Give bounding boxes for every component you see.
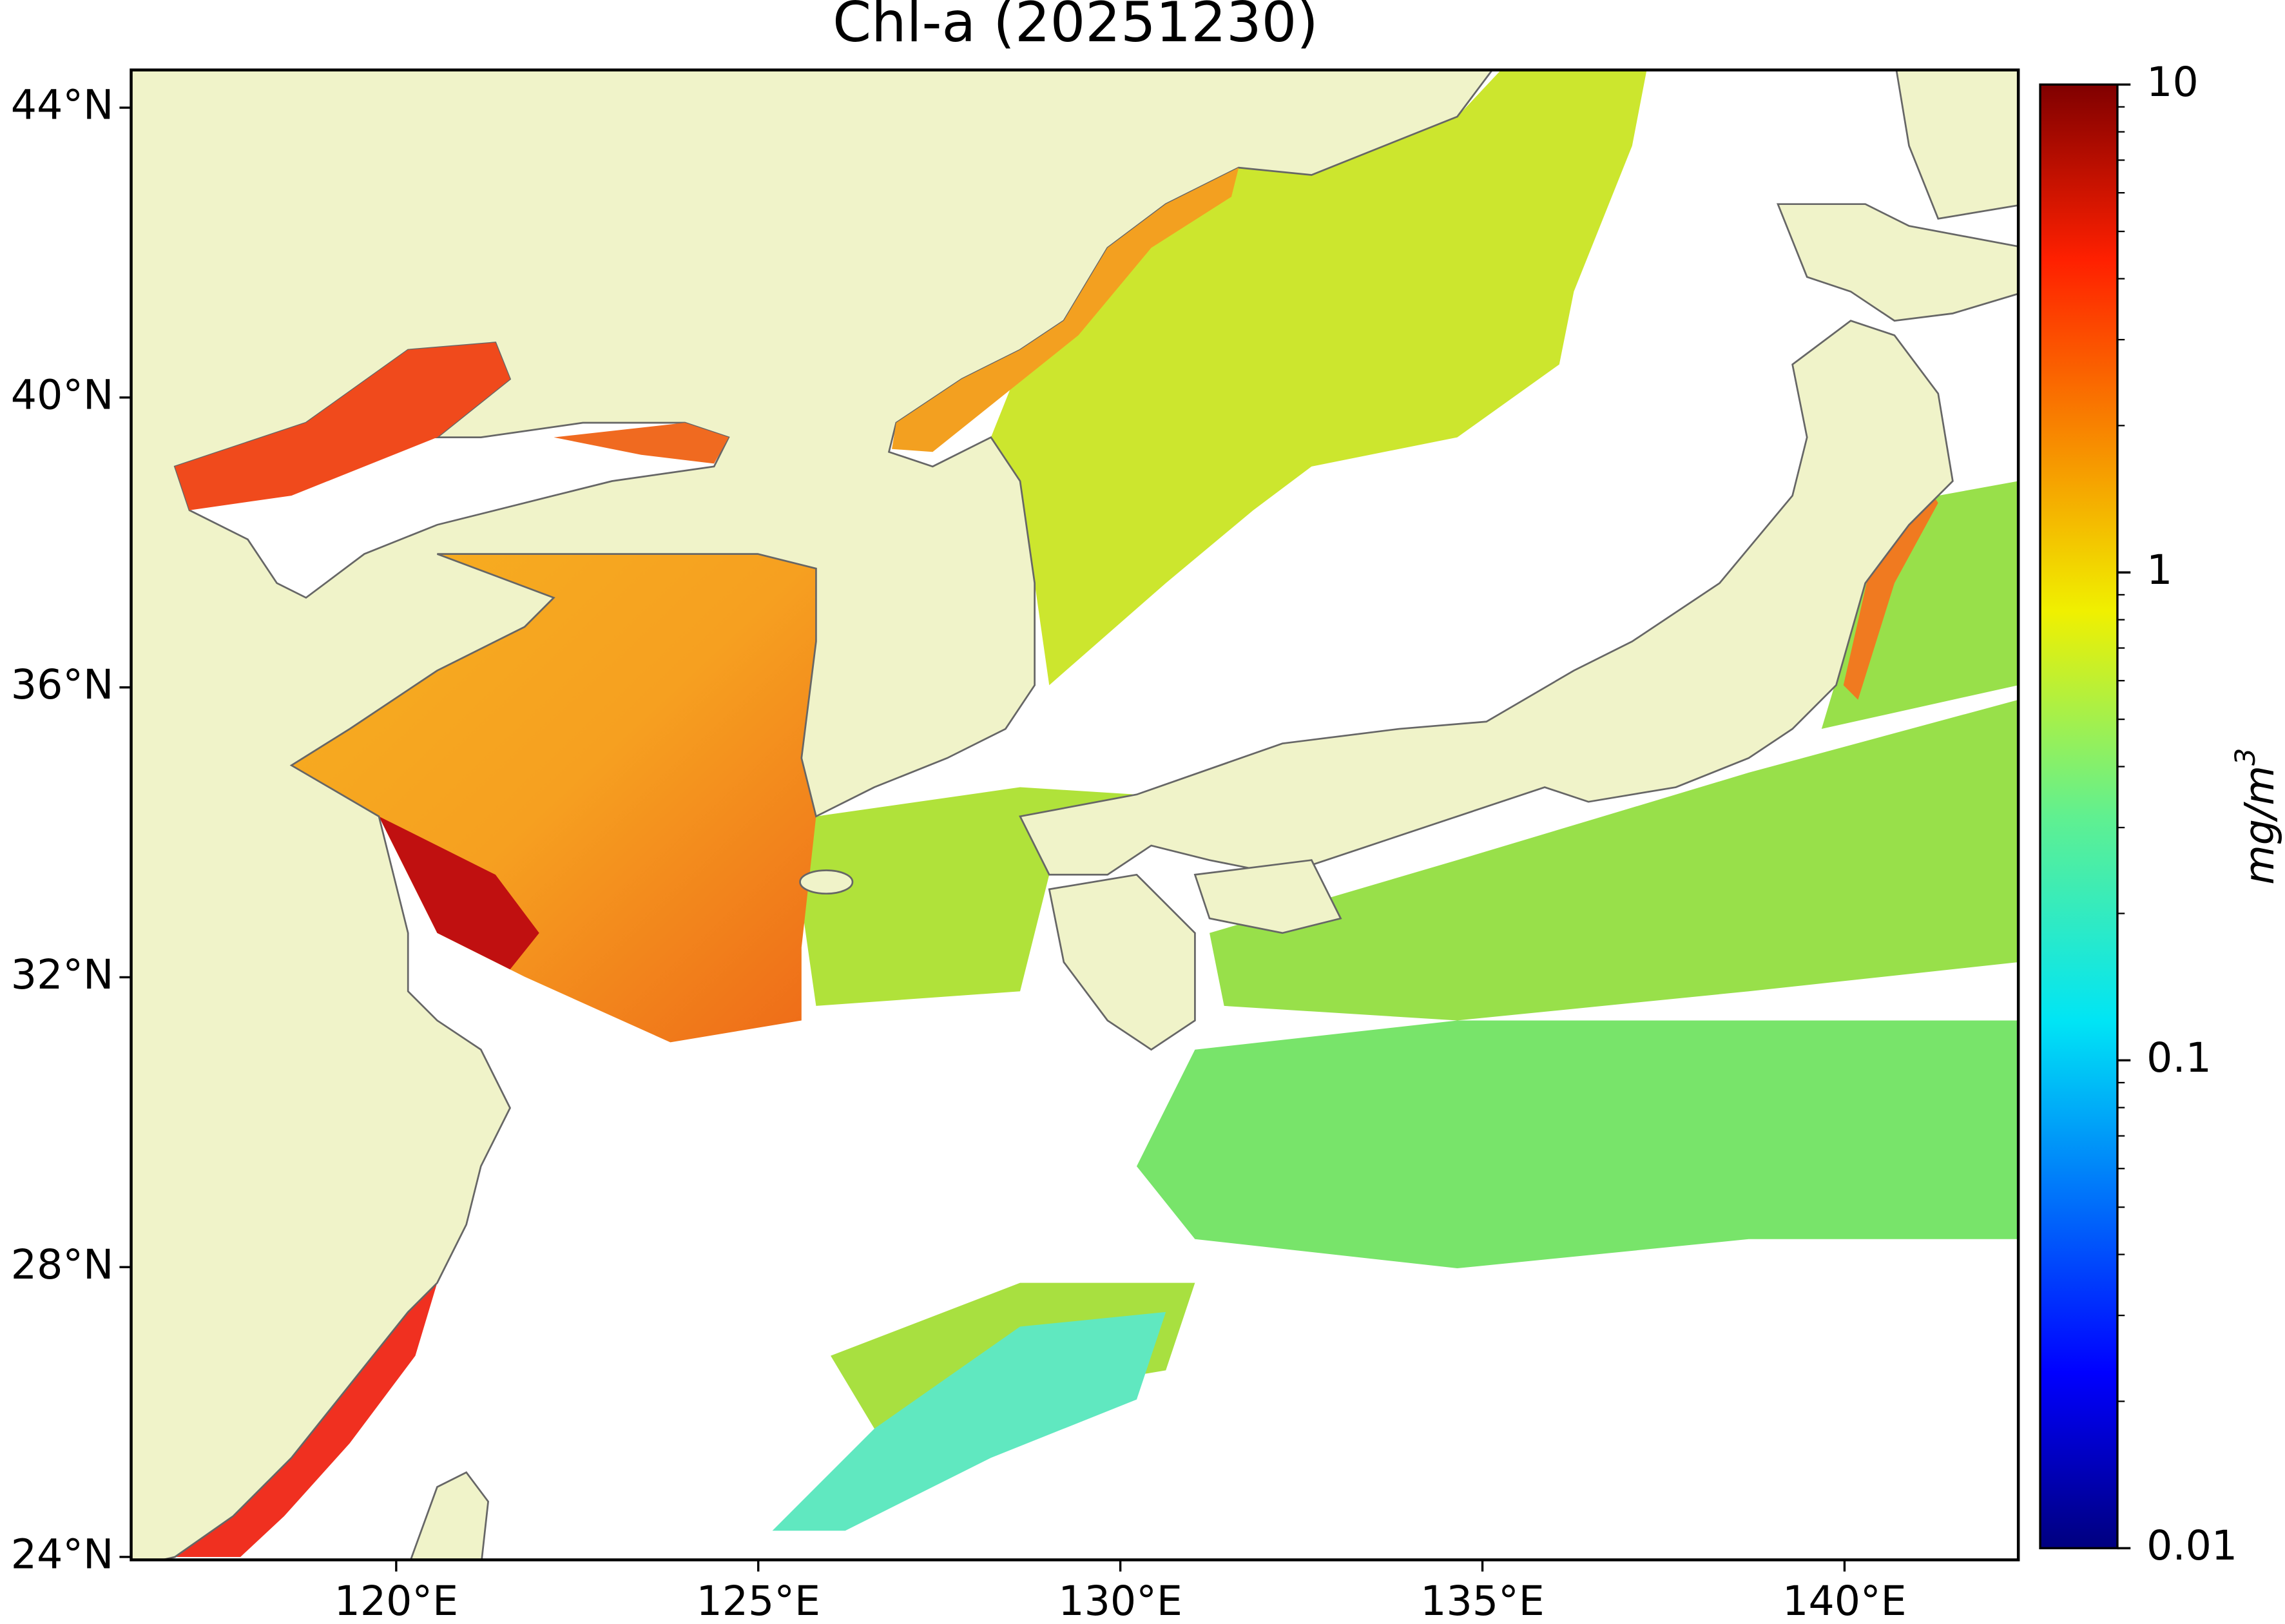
x-tick-label: 135°E xyxy=(1420,1577,1545,1624)
land xyxy=(1048,873,1196,1051)
land xyxy=(1895,70,2019,220)
land xyxy=(409,1471,490,1560)
chl-patch xyxy=(892,168,1239,452)
chl-patch xyxy=(1210,699,2019,1021)
x-tick-label: 130°E xyxy=(1058,1577,1182,1624)
land xyxy=(799,869,854,895)
colorbar-label: mg/m3 xyxy=(2230,748,2283,885)
colorbar-tick-label: 1 xyxy=(2146,546,2172,594)
chl-patch xyxy=(772,1311,1166,1531)
land xyxy=(1777,203,2019,322)
colorbar-unit: mg/m xyxy=(2235,766,2282,885)
y-tick-label: 44°N xyxy=(11,81,114,129)
y-tick-label: 40°N xyxy=(11,371,114,418)
map-frame xyxy=(130,68,2020,1561)
y-tick-label: 24°N xyxy=(11,1531,114,1578)
x-tick-label: 120°E xyxy=(334,1577,459,1624)
chl-patch xyxy=(291,554,816,1043)
chl-patch xyxy=(554,423,729,464)
land xyxy=(1193,859,1342,934)
map xyxy=(131,70,2019,1560)
chl-patch xyxy=(175,342,510,510)
x-tick-label: 125°E xyxy=(696,1577,820,1624)
x-tick-label: 140°E xyxy=(1782,1577,1907,1624)
colorbar xyxy=(2039,83,2119,1550)
colorbar-tick-label: 10 xyxy=(2146,58,2199,106)
colorbar-unit-exponent: 3 xyxy=(2230,748,2262,766)
colorbar-tick-label: 0.1 xyxy=(2146,1034,2212,1081)
y-tick-label: 32°N xyxy=(11,951,114,998)
y-tick-label: 28°N xyxy=(11,1241,114,1288)
chart-title: Chl-a (20251230) xyxy=(833,0,1318,55)
colorbar-tick-label: 0.01 xyxy=(2146,1522,2237,1569)
chl-patch xyxy=(1821,481,2019,730)
chl-patch xyxy=(1843,481,1938,700)
chl-patch xyxy=(378,816,539,970)
y-tick-label: 36°N xyxy=(11,661,114,708)
chl-patch xyxy=(1136,1020,2019,1269)
